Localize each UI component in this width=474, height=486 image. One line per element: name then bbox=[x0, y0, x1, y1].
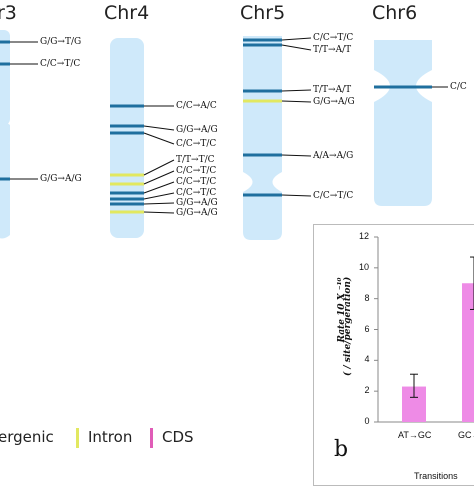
chr3-mutation-label: G/G→T/G bbox=[40, 37, 82, 47]
bar-2 bbox=[462, 283, 474, 422]
chr5-leader-5 bbox=[281, 154, 312, 157]
y-tick-label: 8 bbox=[364, 292, 370, 303]
chr4-leader-7 bbox=[143, 192, 175, 200]
chr5-title: Chr5 bbox=[240, 2, 286, 24]
chr5-leader-3 bbox=[281, 89, 312, 92]
legend-intergenic-label: ergenic bbox=[0, 428, 54, 446]
chr4-leader-9 bbox=[143, 211, 175, 214]
chr5-mutation-label: T/T→A/T bbox=[313, 45, 352, 55]
chr4-mutation-label: G/G→A/G bbox=[176, 208, 218, 218]
chr5-body bbox=[243, 36, 312, 240]
chr4-leader-3 bbox=[143, 132, 175, 145]
chr4-mutation-label: C/C→T/C bbox=[176, 188, 217, 198]
chr6-mutation-label: C/C bbox=[450, 82, 467, 92]
x-category-label: AT→GC bbox=[398, 430, 432, 440]
y-tick-label: 2 bbox=[364, 385, 370, 396]
chr4-mutation-label: C/C→T/C bbox=[176, 139, 217, 149]
chr4-mutation-label: C/C→A/C bbox=[176, 101, 217, 111]
legend-cds-label: CDS bbox=[162, 428, 194, 446]
chr4-leader-8 bbox=[143, 202, 175, 205]
panel-letter: b bbox=[334, 437, 349, 462]
y-tick-label: 0 bbox=[364, 416, 370, 426]
rate-bar-chart bbox=[374, 236, 474, 423]
chr5-mutation-label: C/C→T/C bbox=[313, 33, 354, 43]
chr4-mutation-label: C/C→T/C bbox=[176, 166, 217, 176]
chr5-mutation-label: A/A→A/G bbox=[313, 151, 354, 161]
chr4-leader-2 bbox=[143, 125, 175, 131]
inset-chart-panel: Rate 10 X ⁻¹⁰ ( / site/pergeration) b Tr… bbox=[313, 224, 474, 486]
chr3-mutation-label: G/G→A/G bbox=[40, 174, 82, 184]
y-tick-label: 10 bbox=[359, 261, 370, 272]
chr4-leader-4 bbox=[143, 159, 175, 176]
chr6-body bbox=[374, 40, 448, 206]
y-tick-label: 6 bbox=[364, 323, 370, 334]
chr4-mutation-label: G/G→A/G bbox=[176, 198, 218, 208]
chr6-title: Chr6 bbox=[372, 2, 418, 24]
chr4-leader-5 bbox=[143, 170, 175, 185]
chr6-chromosome bbox=[374, 40, 432, 206]
chr5-mutation-label: T/T→A/T bbox=[313, 85, 352, 95]
chr4-title: Chr4 bbox=[104, 2, 150, 24]
x-axis-title: Transitions bbox=[414, 471, 458, 481]
chr4-chromosome bbox=[110, 38, 144, 238]
chr5-leader-1 bbox=[281, 37, 312, 41]
chr5-mutation-label: C/C→T/C bbox=[313, 191, 354, 201]
legend-cds-swatch bbox=[150, 428, 153, 448]
chr5-mutation-label: G/G→A/G bbox=[313, 97, 355, 107]
legend-intron-label: Intron bbox=[88, 428, 133, 446]
chr3-body bbox=[0, 30, 38, 239]
chr4-body bbox=[110, 38, 175, 238]
chr5-chromosome bbox=[243, 36, 282, 240]
y-axis-label-line2: ( / site/pergeration) bbox=[343, 276, 353, 376]
legend-intron-swatch bbox=[76, 428, 79, 448]
chr5-leader-2 bbox=[281, 44, 312, 51]
chr4-mutation-label: G/G→A/G bbox=[176, 125, 218, 135]
y-tick-label: 12 bbox=[359, 231, 370, 241]
chr4-mutation-label: C/C→T/C bbox=[176, 177, 217, 187]
chr5-leader-4 bbox=[281, 100, 312, 103]
chr3-title: r3 bbox=[0, 2, 17, 24]
chr3-upper-arm bbox=[0, 30, 10, 125]
y-tick-label: 4 bbox=[364, 354, 370, 365]
chr3-mutation-label: C/C→T/C bbox=[40, 59, 81, 69]
chromosome-diagram bbox=[0, 30, 448, 240]
chr4-mutation-label: T/T→T/C bbox=[176, 155, 215, 165]
x-category-label: GC→ bbox=[458, 430, 474, 440]
chr5-leader-6 bbox=[281, 194, 312, 197]
chr4-leader-6 bbox=[143, 181, 175, 194]
